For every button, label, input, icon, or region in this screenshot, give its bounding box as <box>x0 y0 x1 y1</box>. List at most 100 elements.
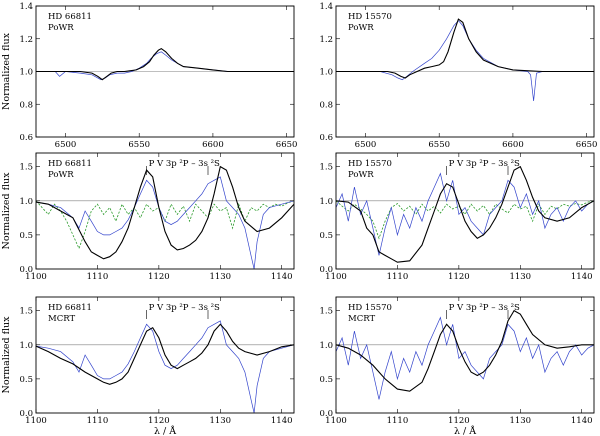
x-tick-label: 1110 <box>87 272 109 282</box>
x-tick-label: 1120 <box>448 416 470 426</box>
y-tick-label: 0.0 <box>319 409 333 419</box>
x-tick-label: 6550 <box>128 140 150 150</box>
x-tick-label: 6500 <box>55 140 77 150</box>
series-model <box>336 309 594 392</box>
transition-label: P V 3p ²P – 3s ²S <box>149 303 220 313</box>
y-tick-label: 1.0 <box>319 197 333 207</box>
y-tick-label: 1.4 <box>19 2 33 12</box>
y-tick-label: 1.2 <box>319 35 333 45</box>
y-axis-label: Normalized flux <box>1 32 12 110</box>
y-tick-label: 1.0 <box>19 197 33 207</box>
series-observed <box>36 176 294 269</box>
y-tick-label: 1.0 <box>319 68 333 78</box>
y-tick-label: 0.5 <box>319 231 333 241</box>
code-label: PoWR <box>48 170 74 180</box>
x-tick-label: 6650 <box>276 140 298 150</box>
star-label: HD 66811 <box>48 159 92 169</box>
x-tick-label: 1130 <box>209 416 231 426</box>
series-observed <box>336 172 594 256</box>
y-tick-label: 1.0 <box>19 341 33 351</box>
x-tick-label: 1130 <box>509 272 531 282</box>
x-tick-label: 1100 <box>25 416 47 426</box>
x-tick-label: 1140 <box>271 272 293 282</box>
x-tick-label: 1120 <box>448 272 470 282</box>
plot-frame <box>335 152 595 270</box>
x-tick-label: 6600 <box>202 140 224 150</box>
series-alt_model <box>36 200 294 250</box>
y-tick-label: 1.5 <box>319 163 333 173</box>
star-label: HD 15570 <box>348 303 392 313</box>
x-axis-label: λ / Å <box>454 425 476 436</box>
y-tick-label: 0.8 <box>319 100 333 110</box>
x-tick-label: 1140 <box>271 416 293 426</box>
plot-frame <box>335 296 595 414</box>
panel-p6: 1100 1110 1120 1130 1140 0.0 0.5 1.0 1.5 P V 3p ²… <box>319 296 595 436</box>
x-tick-label: 1120 <box>148 272 170 282</box>
y-axis-label: Normalized flux <box>1 316 12 394</box>
y-tick-label: 0.5 <box>319 375 333 385</box>
transition-label: P V 3p ²P – 3s ²S <box>449 159 520 169</box>
y-tick-label: 1.5 <box>319 307 333 317</box>
x-axis-label: λ / Å <box>154 425 176 436</box>
y-tick-label: 1.2 <box>19 35 33 45</box>
code-label: MCRT <box>48 314 75 324</box>
y-tick-label: 0.0 <box>19 265 33 275</box>
y-tick-label: 1.0 <box>319 341 333 351</box>
x-tick-label: 6500 <box>355 140 377 150</box>
x-tick-label: 6600 <box>502 140 524 150</box>
y-tick-label: 1.0 <box>19 68 33 78</box>
x-tick-label: 1100 <box>25 272 47 282</box>
code-label: PoWR <box>348 23 374 33</box>
series-observed <box>336 20 594 102</box>
y-tick-label: 1.4 <box>319 2 333 12</box>
star-label: HD 66811 <box>48 12 92 22</box>
series-model <box>336 18 594 79</box>
x-tick-label: 1140 <box>571 416 593 426</box>
y-tick-label: 1.5 <box>19 163 33 173</box>
series-observed <box>36 320 294 413</box>
x-tick-label: 1140 <box>571 272 593 282</box>
x-tick-label: 1110 <box>387 272 409 282</box>
series-observed <box>36 51 294 81</box>
transition-label: P V 3p ²P – 3s ²S <box>449 303 520 313</box>
panel-p5: 1100 1110 1120 1130 1140 0.0 0.5 1.0 1.5 P V 3p ²… <box>1 296 295 436</box>
series-observed <box>336 316 594 400</box>
series-model <box>36 165 294 260</box>
x-tick-label: 6550 <box>428 140 450 150</box>
x-tick-label: 1130 <box>509 416 531 426</box>
x-tick-label: 6650 <box>576 140 598 150</box>
x-tick-label: 1110 <box>387 416 409 426</box>
y-tick-label: 0.8 <box>19 100 33 110</box>
plot-frame <box>35 296 295 414</box>
star-label: HD 66811 <box>48 303 92 313</box>
y-tick-label: 1.5 <box>19 307 33 317</box>
x-tick-label: 1100 <box>325 416 347 426</box>
y-tick-label: 0.5 <box>19 375 33 385</box>
y-tick-label: 0.6 <box>319 133 333 143</box>
series-model <box>36 323 294 385</box>
y-tick-label: 0.5 <box>19 231 33 241</box>
y-tick-label: 0.6 <box>19 133 33 143</box>
series-model <box>336 165 594 263</box>
x-tick-label: 1130 <box>209 272 231 282</box>
y-axis-label: Normalized flux <box>1 172 12 250</box>
code-label: MCRT <box>348 314 375 324</box>
y-tick-label: 0.0 <box>19 409 33 419</box>
star-label: HD 15570 <box>348 12 392 22</box>
panel-p1: 6500 6550 6600 6650 0.6 0.8 1.0 1.2 1.4 HD 66811P… <box>1 2 297 150</box>
x-tick-label: 1100 <box>325 272 347 282</box>
x-tick-label: 1110 <box>87 416 109 426</box>
star-label: HD 15570 <box>348 159 392 169</box>
y-tick-label: 0.0 <box>319 265 333 275</box>
series-model <box>36 47 294 81</box>
code-label: PoWR <box>348 170 374 180</box>
panel-p2: 6500 6550 6600 6650 0.6 0.8 1.0 1.2 1.4 HD 15570P… <box>319 2 597 150</box>
plot-frame <box>35 152 295 270</box>
panel-p4: 1100 1110 1120 1130 1140 0.0 0.5 1.0 1.5 P V 3p ²… <box>319 152 595 282</box>
panel-p3: 1100 1110 1120 1130 1140 0.0 0.5 1.0 1.5 P V 3p ²… <box>1 152 295 282</box>
x-tick-label: 1120 <box>148 416 170 426</box>
series-alt_model <box>336 200 594 240</box>
transition-label: P V 3p ²P – 3s ²S <box>149 159 220 169</box>
code-label: PoWR <box>48 23 74 33</box>
